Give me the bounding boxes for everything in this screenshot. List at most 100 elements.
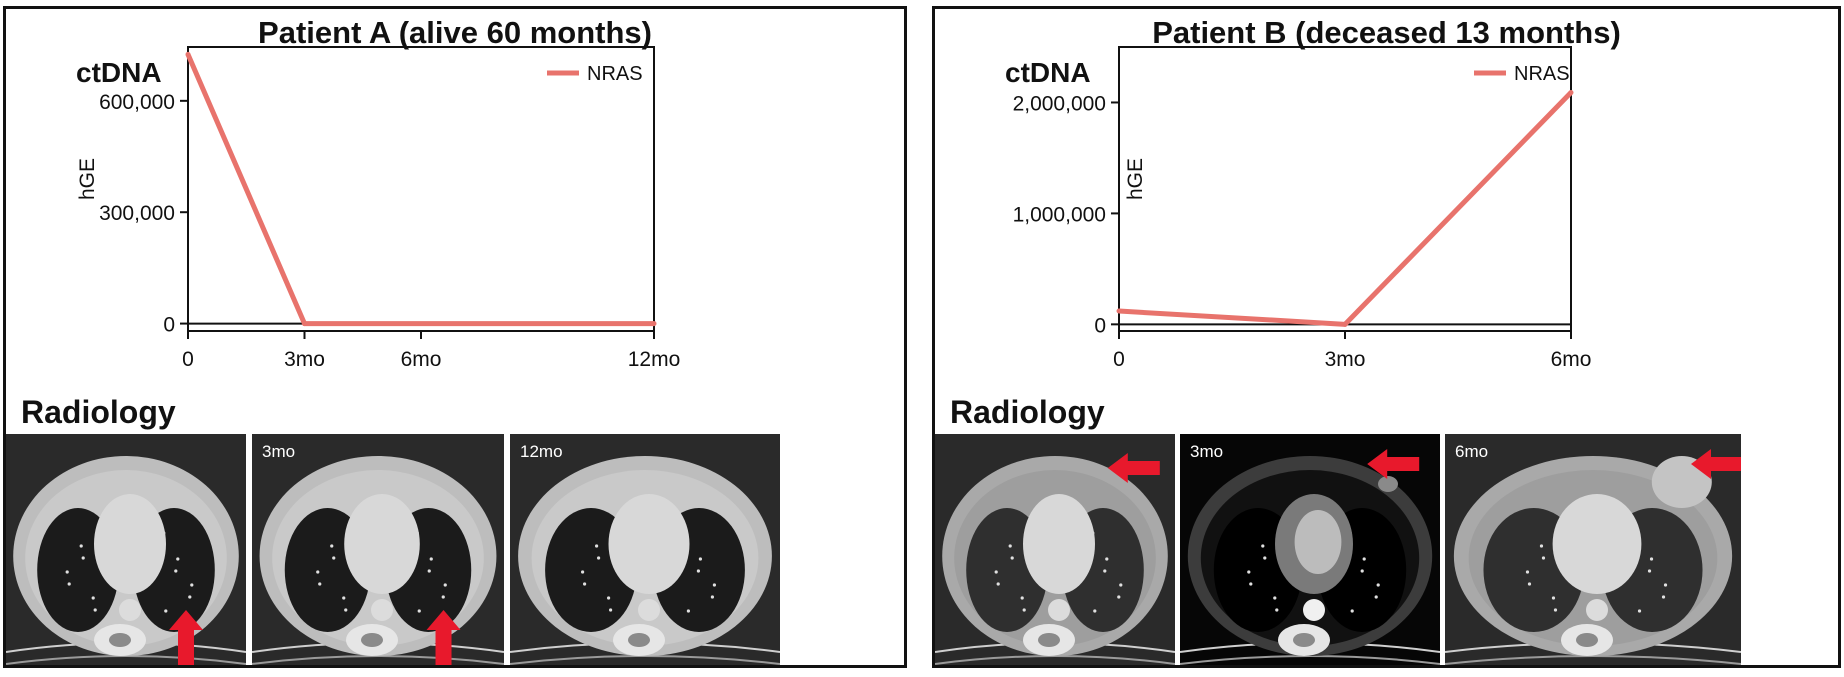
vessel-dot bbox=[1541, 556, 1546, 560]
data-point bbox=[1342, 321, 1348, 327]
red-arrow-icon bbox=[426, 610, 461, 665]
vessel-dot bbox=[581, 570, 585, 574]
data-point bbox=[651, 321, 657, 327]
vessel-dot bbox=[994, 570, 998, 574]
y-tick-label: 2,000,000 bbox=[1013, 92, 1106, 115]
aorta bbox=[119, 599, 141, 621]
vessel-dot bbox=[1637, 609, 1642, 613]
heart bbox=[94, 494, 166, 594]
vessel-dot bbox=[609, 608, 613, 612]
spinal-canal bbox=[1576, 633, 1598, 647]
scanner-table bbox=[510, 655, 780, 665]
x-tick-label: 3mo bbox=[1325, 348, 1366, 371]
vessel-dot bbox=[1022, 608, 1026, 612]
vessel-dot bbox=[1103, 569, 1107, 573]
vessel-dot bbox=[1247, 570, 1251, 574]
vessel-dot bbox=[316, 570, 320, 574]
vessel-dot bbox=[1539, 544, 1544, 548]
ctdna-line-chart: 0 300,000 600,000 0 3mo 6mo 12mo hGE NRAS bbox=[76, 46, 681, 371]
heart-chamber bbox=[1294, 510, 1342, 574]
vessel-dot bbox=[190, 583, 194, 587]
tumor-mass bbox=[1651, 456, 1712, 508]
x-tick-label: 0 bbox=[182, 348, 194, 371]
x-tick-label: 12mo bbox=[628, 348, 681, 371]
x-tick-label: 6mo bbox=[401, 348, 442, 371]
spinal-canal bbox=[361, 633, 383, 647]
patient-b-panel: Patient B (deceased 13 months) ctDNA 0 1,… bbox=[932, 6, 1841, 668]
vessel-dot bbox=[93, 608, 97, 612]
spinal-canal bbox=[1038, 633, 1060, 647]
red-arrow-icon bbox=[1691, 449, 1741, 479]
vessel-dot bbox=[1020, 596, 1024, 600]
vessel-dot bbox=[1010, 556, 1014, 560]
y-tick-label: 1,000,000 bbox=[1013, 203, 1106, 226]
scan-timepoint-label: 3mo bbox=[1190, 442, 1224, 461]
scanner-table bbox=[1180, 655, 1440, 665]
vessel-dot bbox=[996, 582, 1000, 586]
y-tick-label: 600,000 bbox=[99, 91, 175, 114]
vessel-dot bbox=[698, 557, 702, 561]
vessel-dot bbox=[427, 569, 431, 573]
red-arrow-icon bbox=[169, 610, 203, 665]
radiology-strip: 3mo 6mo bbox=[935, 434, 1838, 665]
vessel-dot bbox=[1273, 596, 1277, 600]
vessel-dot bbox=[1263, 556, 1267, 560]
scan-timepoint-label: 6mo bbox=[1455, 442, 1489, 461]
ct-scan-image: 3mo bbox=[1180, 434, 1440, 665]
vessel-dot bbox=[1376, 583, 1380, 587]
vessel-dot bbox=[443, 583, 447, 587]
vessel-dot bbox=[696, 569, 700, 573]
vessel-dot bbox=[1551, 596, 1556, 600]
x-tick-label: 6mo bbox=[1551, 348, 1592, 371]
ct-scan-image: 6mo bbox=[1445, 434, 1741, 665]
vessel-dot bbox=[1119, 583, 1123, 587]
patient-a-panel: Patient A (alive 60 months) ctDNA 0 300,0… bbox=[3, 6, 907, 668]
vessel-dot bbox=[1117, 595, 1121, 599]
x-tick-label: 0 bbox=[1113, 348, 1125, 371]
ctdna-line-chart: 0 1,000,000 2,000,000 0 3mo 6mo hGE NRAS bbox=[1013, 46, 1592, 371]
vessel-dot bbox=[1105, 557, 1109, 561]
data-point bbox=[185, 51, 191, 57]
vessel-dot bbox=[91, 596, 95, 600]
aorta bbox=[1048, 599, 1070, 621]
vessel-dot bbox=[441, 595, 445, 599]
vessel-dot bbox=[330, 544, 334, 548]
vessel-dot bbox=[81, 556, 85, 560]
vessel-dot bbox=[1553, 608, 1558, 612]
y-tick-label: 0 bbox=[1094, 314, 1106, 337]
vessel-dot bbox=[344, 608, 348, 612]
vessel-dot bbox=[1275, 608, 1279, 612]
heart bbox=[1023, 494, 1095, 594]
y-axis-label: hGE bbox=[76, 158, 99, 200]
vessel-dot bbox=[712, 583, 716, 587]
ct-scan-image bbox=[6, 434, 246, 665]
red-arrow-icon bbox=[1107, 453, 1160, 483]
ctdna-label: ctDNA bbox=[1005, 57, 1091, 88]
chart-title: Patient B (deceased 13 months) bbox=[1152, 15, 1621, 50]
legend-label: NRAS bbox=[587, 63, 643, 85]
vessel-dot bbox=[65, 570, 69, 574]
vessel-dot bbox=[1525, 570, 1530, 574]
radiology-label: Radiology bbox=[21, 394, 176, 430]
aorta bbox=[1586, 599, 1608, 621]
plot-frame bbox=[187, 46, 655, 332]
red-arrow-icon bbox=[1367, 449, 1420, 479]
vessel-dot bbox=[1527, 582, 1532, 586]
ct-scan-image: 3mo bbox=[252, 434, 504, 665]
vessel-dot bbox=[1661, 595, 1666, 599]
vessel-dot bbox=[710, 595, 714, 599]
vessel-dot bbox=[1663, 583, 1668, 587]
scan-timepoint-label: 3mo bbox=[262, 442, 296, 461]
vessel-dot bbox=[1249, 582, 1253, 586]
radiology-label: Radiology bbox=[950, 394, 1105, 430]
vessel-dot bbox=[1093, 609, 1097, 613]
vessel-dot bbox=[583, 582, 587, 586]
vessel-dot bbox=[164, 609, 168, 613]
vessel-dot bbox=[1350, 609, 1354, 613]
data-point bbox=[1116, 308, 1122, 314]
vessel-dot bbox=[332, 556, 336, 560]
x-tick-label: 3mo bbox=[284, 348, 325, 371]
scan-timepoint-label: 12mo bbox=[520, 442, 563, 461]
vessel-dot bbox=[1647, 569, 1652, 573]
vessel-dot bbox=[174, 569, 178, 573]
